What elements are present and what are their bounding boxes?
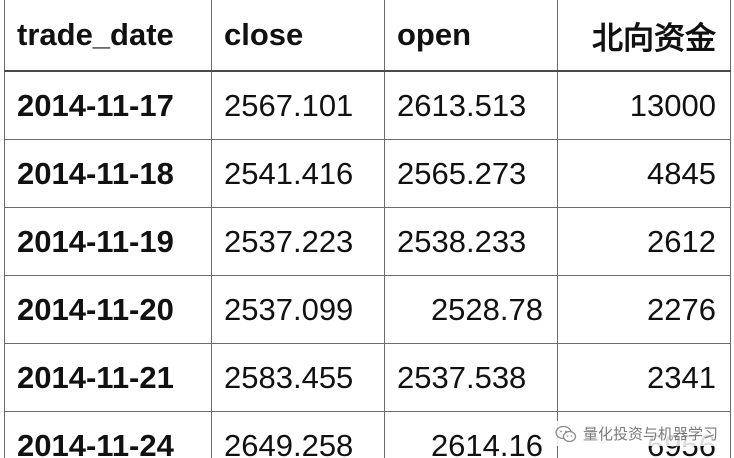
row-index-cell: 2014-11-21 bbox=[4, 343, 212, 412]
column-header-northbound-funds[interactable]: 北向资金 bbox=[557, 0, 731, 72]
table-row: 2014-11-19 2537.223 2538.233 2612 bbox=[4, 207, 731, 276]
close-cell: 2537.099 bbox=[211, 275, 385, 344]
column-header-open[interactable]: open bbox=[384, 0, 558, 72]
open-cell: 2537.538 bbox=[384, 343, 558, 412]
table-row: 2014-11-18 2541.416 2565.273 4845 bbox=[4, 139, 731, 208]
watermark-text: 量化投资与机器学习 bbox=[582, 425, 718, 443]
header-row: trade_date close open 北向资金 bbox=[4, 0, 731, 72]
row-index-cell: 2014-11-17 bbox=[4, 70, 212, 140]
row-index-cell: 2014-11-19 bbox=[4, 207, 212, 276]
northbound-cell: 2276 bbox=[557, 275, 731, 344]
northbound-cell: 2341 bbox=[557, 343, 731, 412]
open-cell: 2538.233 bbox=[384, 207, 558, 276]
table-row: 2014-11-21 2583.455 2537.538 2341 bbox=[4, 343, 731, 412]
column-header-close[interactable]: close bbox=[211, 0, 385, 72]
table-row: 2014-11-20 2537.099 2528.78 2276 bbox=[4, 275, 731, 344]
row-index-cell: 2014-11-20 bbox=[4, 275, 212, 344]
close-cell: 2541.416 bbox=[211, 139, 385, 208]
close-cell: 2583.455 bbox=[211, 343, 385, 412]
row-index-cell: 2014-11-18 bbox=[4, 139, 212, 208]
close-cell: 2567.101 bbox=[211, 70, 385, 140]
close-cell: 2537.223 bbox=[211, 207, 385, 276]
watermark: 量化投资与机器学习 bbox=[548, 421, 724, 446]
open-cell: 2614.16 bbox=[384, 411, 558, 458]
northbound-cell: 2612 bbox=[557, 207, 731, 276]
open-cell: 2528.78 bbox=[384, 275, 558, 344]
open-cell: 2565.273 bbox=[384, 139, 558, 208]
close-cell: 2649.258 bbox=[211, 411, 385, 458]
row-index-cell: 2014-11-24 bbox=[4, 411, 212, 458]
open-cell: 2613.513 bbox=[384, 70, 558, 140]
data-table: trade_date close open 北向资金 2014-11-17 25… bbox=[4, 0, 731, 458]
northbound-cell: 4845 bbox=[557, 139, 731, 208]
wechat-icon bbox=[555, 425, 577, 443]
table-row: 2014-11-17 2567.101 2613.513 13000 bbox=[4, 70, 731, 140]
northbound-cell: 13000 bbox=[557, 70, 731, 140]
column-header-trade-date[interactable]: trade_date bbox=[4, 0, 212, 72]
